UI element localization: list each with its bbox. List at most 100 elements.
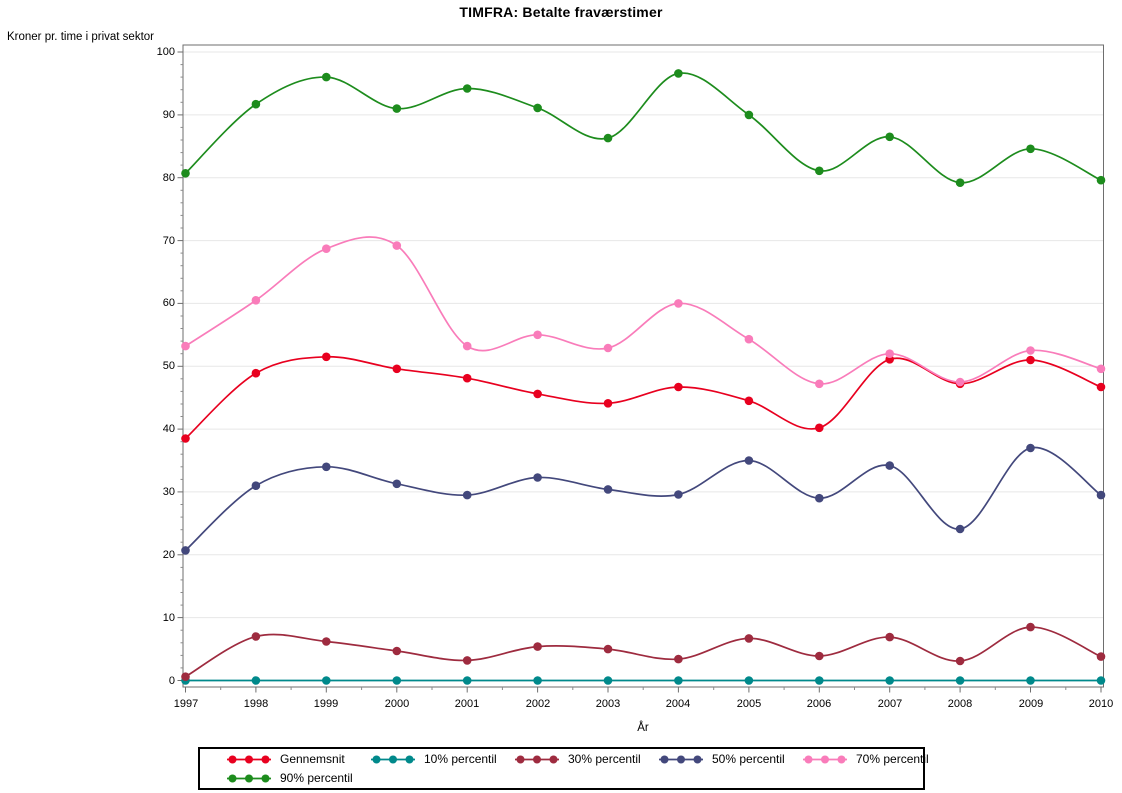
- series-line-4: [185, 236, 1102, 385]
- data-point: [1026, 622, 1035, 632]
- data-point: [815, 423, 824, 433]
- legend-item: 90% percentil: [200, 771, 353, 785]
- data-point: [181, 434, 190, 443]
- data-point: [462, 84, 472, 93]
- data-point: [1096, 364, 1106, 374]
- legend-item: 50% percentil: [632, 752, 785, 766]
- data-point: [1026, 443, 1035, 453]
- chart-title: TIMFRA: Betalte fraværstimer: [459, 4, 663, 20]
- data-point: [744, 334, 754, 344]
- legend-line-marker-icon: [371, 755, 415, 763]
- x-tick-label: 1998: [243, 698, 269, 710]
- y-tick-label: 50: [162, 360, 175, 372]
- data-point: [462, 676, 472, 685]
- data-point: [251, 368, 261, 378]
- data-point: [603, 133, 613, 143]
- legend-item: 70% percentil: [776, 752, 929, 766]
- data-point: [322, 244, 331, 253]
- data-point: [533, 103, 542, 113]
- data-point: [674, 299, 683, 308]
- legend-label: Gennemsnit: [280, 752, 345, 766]
- legend-row: 90% percentil: [200, 769, 923, 788]
- data-point: [1096, 382, 1106, 392]
- y-tick-label: 90: [162, 109, 175, 121]
- data-point: [462, 490, 472, 500]
- y-tick-label: 40: [162, 423, 175, 435]
- data-point: [181, 169, 190, 178]
- data-point: [674, 654, 683, 664]
- data-point: [251, 296, 261, 305]
- data-point: [1026, 346, 1035, 355]
- data-point: [1096, 652, 1106, 661]
- data-point: [1026, 676, 1035, 685]
- x-tick-label: 2000: [384, 698, 410, 710]
- data-point: [392, 241, 402, 250]
- legend-item: 30% percentil: [488, 752, 641, 766]
- series-line-5: [184, 72, 1102, 184]
- data-point: [251, 99, 261, 109]
- data-point: [462, 656, 472, 665]
- data-point: [251, 632, 261, 641]
- data-point: [603, 343, 613, 353]
- data-point: [392, 364, 402, 374]
- series-line-2: [185, 626, 1102, 678]
- legend-label: 90% percentil: [280, 771, 353, 785]
- legend-line-marker-icon: [227, 755, 271, 763]
- x-tick-label: 2002: [525, 698, 551, 710]
- chart-canvas: [177, 44, 1106, 693]
- legend-label: 50% percentil: [712, 752, 785, 766]
- data-point: [885, 676, 894, 685]
- data-point: [744, 396, 754, 406]
- data-point: [603, 676, 613, 685]
- data-point: [674, 676, 683, 685]
- legend-label: 30% percentil: [568, 752, 641, 766]
- data-point: [603, 399, 613, 408]
- y-tick-label: 80: [162, 172, 175, 184]
- x-tick-label: 2005: [736, 698, 762, 710]
- series-line-3: [184, 446, 1102, 552]
- x-tick-label: 2006: [806, 698, 832, 710]
- data-point: [815, 493, 824, 503]
- data-point: [744, 110, 754, 120]
- legend-line-marker-icon: [515, 755, 559, 763]
- y-tick-label: 20: [162, 549, 175, 561]
- data-point: [674, 382, 683, 392]
- data-point: [955, 178, 965, 187]
- data-point: [955, 377, 965, 387]
- data-point: [462, 341, 472, 351]
- x-tick-label: 2010: [1088, 698, 1114, 710]
- data-point: [392, 676, 402, 685]
- data-point: [744, 676, 754, 685]
- x-tick-label: 2009: [1018, 698, 1044, 710]
- data-point: [251, 676, 261, 685]
- data-point: [322, 462, 331, 472]
- data-point: [392, 479, 402, 489]
- x-tick-label: 1999: [313, 698, 339, 710]
- data-point: [392, 104, 402, 113]
- data-point: [322, 72, 331, 82]
- legend: Gennemsnit 10% percentil 30% percentil 50% …: [198, 747, 929, 790]
- x-tick-label: 2001: [454, 698, 480, 710]
- data-point: [533, 642, 542, 651]
- y-tick-label: 10: [162, 612, 175, 624]
- data-point: [533, 473, 542, 482]
- data-point: [885, 349, 894, 359]
- data-point: [674, 69, 683, 78]
- data-point: [251, 481, 261, 491]
- legend-item: 10% percentil: [344, 752, 497, 766]
- y-tick-label: 100: [156, 46, 175, 58]
- data-point: [1026, 144, 1035, 154]
- data-point: [1096, 490, 1106, 500]
- x-tick-label: 2004: [665, 698, 691, 710]
- data-point: [744, 634, 754, 643]
- x-tick-label: 1997: [173, 698, 199, 710]
- legend-label: 70% percentil: [856, 752, 929, 766]
- data-point: [955, 524, 965, 534]
- data-point: [815, 166, 824, 176]
- y-tick-label: 0: [168, 675, 175, 687]
- data-point: [744, 456, 754, 465]
- data-point: [462, 373, 472, 383]
- x-tick-label: 2008: [947, 698, 973, 710]
- data-point: [815, 379, 824, 389]
- data-point: [885, 461, 894, 470]
